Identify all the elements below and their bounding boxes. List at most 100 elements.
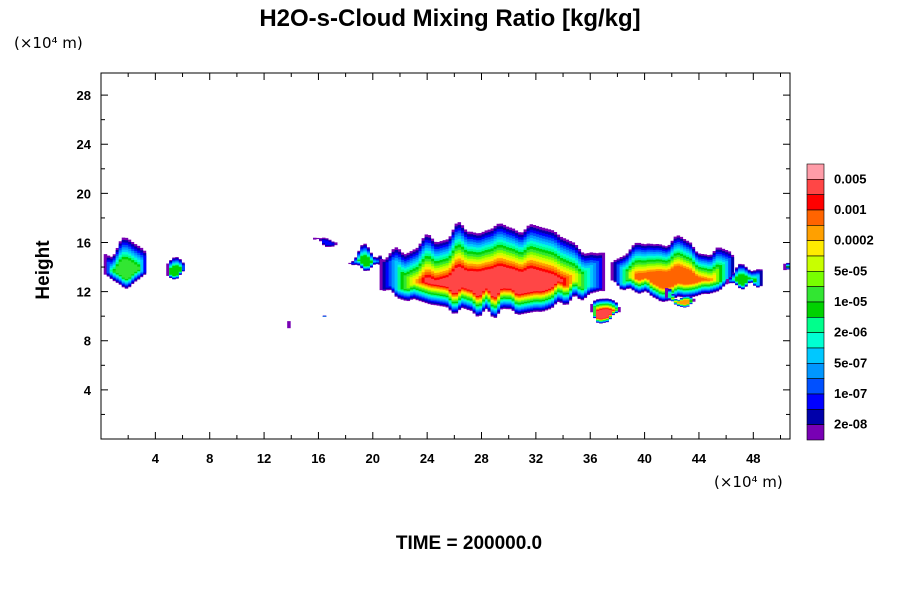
- cloud-cell: [532, 269, 537, 292]
- cloud-cell: [175, 265, 179, 276]
- cloud-cell: [697, 277, 702, 282]
- cloud-cell: [529, 268, 534, 292]
- cloud-cell: [490, 268, 495, 297]
- cloud-cell: [598, 257, 603, 289]
- cloud-cell: [520, 271, 525, 294]
- cloud-cell: [523, 270, 528, 293]
- x-tick-label: 36: [583, 451, 597, 466]
- colorbar-swatch: [806, 332, 825, 349]
- cloud-cell: [614, 309, 618, 311]
- cloud-cell: [454, 267, 459, 293]
- cloud-cell: [409, 277, 414, 286]
- cloud-cell: [738, 274, 742, 285]
- cloud-cell: [574, 273, 579, 283]
- cloud-cell: [631, 271, 636, 279]
- cloud-cell: [634, 273, 639, 280]
- cloud-cell: [169, 268, 173, 275]
- y-tick-label: 16: [77, 235, 91, 250]
- x-tick-label: 44: [692, 451, 707, 466]
- cloud-cell: [602, 309, 606, 319]
- time-label: TIME = 200000.0: [396, 533, 542, 554]
- y-tick-label: 20: [77, 186, 91, 201]
- cloud-cell: [472, 271, 477, 294]
- colorbar-swatch: [806, 393, 825, 410]
- cloud-cell: [133, 264, 138, 272]
- cloud-cell: [637, 273, 642, 281]
- cloud-cell: [439, 278, 444, 286]
- colorbar-swatch: [806, 194, 825, 211]
- colorbar-label: 0.001: [834, 202, 867, 217]
- cloud-cell: [382, 261, 387, 290]
- cloud-cell: [732, 279, 736, 280]
- cloud-cell: [379, 258, 384, 291]
- cloud-cell: [478, 271, 483, 296]
- cloud-cell: [619, 266, 624, 285]
- cloud-cell: [115, 266, 120, 274]
- cloud-cell: [322, 240, 326, 244]
- colorbar-swatch: [806, 424, 825, 441]
- cloud-cell: [418, 278, 423, 284]
- cloud-cell: [747, 277, 751, 280]
- cloud-cell: [502, 266, 507, 289]
- cloud-cell: [541, 271, 546, 291]
- cloud-cell: [709, 278, 714, 281]
- cloud-cell: [109, 269, 114, 272]
- cloud-cell: [735, 276, 739, 282]
- colorbar-labels: 0.005 0.001 0.0002 5e-05 1e-05 2e-06 5e-07 1e-0…: [834, 171, 874, 431]
- cloud-cell: [181, 265, 185, 271]
- cloud-cell: [424, 277, 429, 283]
- colorbar-swatch: [806, 378, 825, 395]
- cloud-cell: [415, 279, 420, 284]
- cloud-cell: [403, 275, 408, 290]
- cloud-cell: [547, 273, 552, 289]
- x-tick-label: 20: [366, 451, 380, 466]
- colorbar-swatch: [806, 347, 825, 364]
- colorbar-swatch: [806, 301, 825, 318]
- cloud-cell: [688, 299, 693, 303]
- colorbar-swatch: [806, 225, 825, 241]
- cloud-cell: [357, 259, 361, 261]
- cloud-cell: [544, 272, 549, 290]
- cloud-cell: [691, 273, 696, 284]
- cloud-cell: [727, 258, 732, 280]
- colorbar-label: 2e-08: [834, 417, 867, 432]
- colorbar-swatch: [806, 255, 825, 272]
- x-tick-label: 16: [311, 451, 325, 466]
- cloud-cell: [664, 271, 669, 288]
- cloud-cell: [496, 266, 501, 294]
- cloud-cell: [571, 273, 576, 282]
- y-tick-label: 24: [77, 137, 92, 152]
- cloud-cell: [334, 242, 338, 246]
- cloud-cell: [106, 261, 111, 274]
- cloud-cell: [688, 270, 693, 284]
- cloud-cell: [608, 309, 612, 315]
- cloud-cell: [369, 260, 373, 264]
- cloud-cell: [469, 271, 474, 291]
- colorbar-swatch: [806, 209, 825, 226]
- cloud-cell: [726, 279, 730, 284]
- colorbar-label: 2e-06: [834, 325, 867, 340]
- cloud-cell: [599, 309, 603, 319]
- cloud-cell: [729, 280, 733, 282]
- cloud-cell: [667, 293, 672, 298]
- cloud-cell: [331, 243, 335, 245]
- cloud-cell: [661, 271, 666, 289]
- cloud-cell: [514, 270, 519, 294]
- cloud-cell: [756, 275, 760, 286]
- cloud-cell: [430, 278, 435, 285]
- cloud-cell: [511, 269, 516, 291]
- x-tick-label: 8: [206, 451, 213, 466]
- cloud-cell: [595, 260, 600, 288]
- cloud-cell: [741, 274, 745, 286]
- cloud-cell: [550, 274, 555, 288]
- cloud-cell: [451, 271, 456, 294]
- cloud-cell: [139, 259, 144, 272]
- cloud-cell: [436, 279, 441, 286]
- cloud-cell: [676, 265, 681, 284]
- colorbar-swatch: [806, 163, 825, 180]
- cloud-cell: [493, 267, 498, 298]
- y-tick-label: 8: [84, 334, 91, 349]
- cloud-cell: [605, 309, 609, 318]
- cloud-cell: [706, 279, 711, 281]
